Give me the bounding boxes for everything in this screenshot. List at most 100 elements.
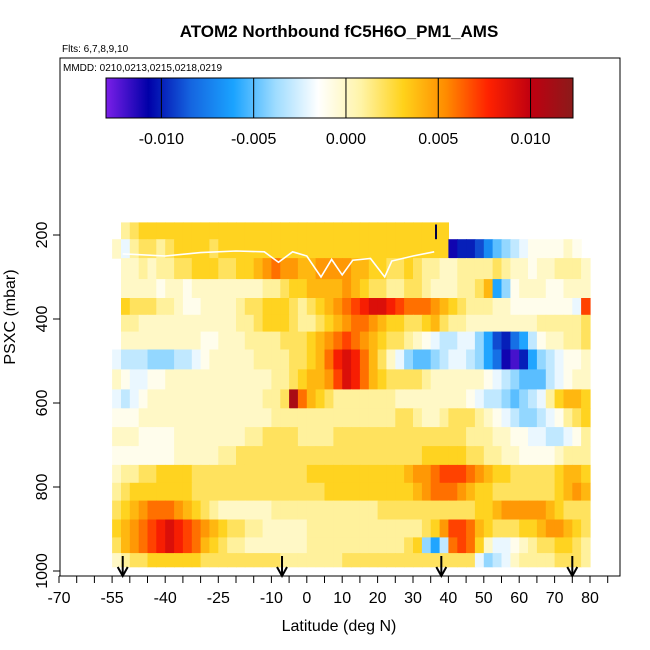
heatmap-cell (466, 314, 476, 333)
heatmap-cell (492, 482, 503, 502)
heatmap-cell (386, 427, 396, 447)
heatmap-cell (147, 349, 157, 370)
heatmap-cell (271, 279, 281, 299)
heatmap-cell (289, 222, 299, 240)
heatmap-cell (262, 349, 272, 370)
heatmap-cell (200, 298, 210, 316)
heatmap-cell (466, 389, 476, 409)
heatmap-cell (492, 500, 503, 521)
heatmap-cell (191, 258, 202, 280)
heatmap-cell (306, 482, 317, 502)
heatmap-cell (121, 298, 131, 316)
heatmap-cell (342, 464, 352, 484)
x-tick-label: -40 (154, 590, 177, 607)
heatmap-cell (165, 482, 175, 502)
heatmap-cell (227, 482, 237, 502)
heatmap-cell (377, 519, 387, 538)
heatmap-cell (200, 331, 210, 351)
heatmap-cell (297, 537, 308, 554)
heatmap-cell (182, 553, 193, 568)
heatmap-cell (536, 389, 547, 409)
x-tick-label: 60 (510, 590, 528, 607)
heatmap-cell (528, 298, 538, 316)
heatmap-cell (342, 389, 352, 409)
heatmap-cell (174, 482, 184, 502)
heatmap-cell (359, 446, 370, 466)
heatmap-cell (501, 279, 511, 299)
heatmap-cell (333, 427, 343, 447)
heatmap-cell (395, 349, 405, 370)
heatmap-cell (368, 369, 379, 390)
heatmap-cell (121, 331, 131, 351)
heatmap-cell (457, 369, 467, 390)
heatmap-cell (236, 464, 246, 484)
heatmap-cell (147, 553, 157, 568)
heatmap-cell (182, 369, 193, 390)
heatmap-cell (421, 331, 432, 351)
heatmap-cell (227, 331, 237, 351)
heatmap-cell (244, 258, 255, 280)
heatmap-cell (572, 331, 582, 351)
heatmap-cell (501, 464, 511, 484)
heatmap-cell (182, 279, 193, 299)
heatmap-cell (121, 446, 131, 466)
heatmap-cell (377, 482, 387, 502)
heatmap-cell (129, 482, 140, 502)
heatmap-cell (554, 239, 565, 259)
heatmap-cell (519, 537, 529, 554)
heatmap-cell (324, 279, 334, 299)
heatmap-cell (439, 500, 449, 521)
heatmap-cell (174, 446, 184, 466)
heatmap-cell (554, 537, 565, 554)
heatmap-cell (244, 537, 255, 554)
heatmap-cell (289, 239, 299, 259)
heatmap-cell (536, 331, 547, 351)
heatmap-cell (368, 298, 379, 316)
heatmap-cell (342, 500, 352, 521)
heatmap-cell (218, 408, 228, 428)
heatmap-cell (448, 408, 458, 428)
heatmap-cell (112, 427, 122, 447)
heatmap-cell (536, 349, 547, 370)
heatmap-cell (545, 331, 556, 351)
heatmap-cell (236, 279, 246, 299)
heatmap-cell (377, 314, 387, 333)
heatmap-cell (112, 553, 122, 568)
heatmap-cell (581, 298, 591, 316)
heatmap-cell (501, 349, 511, 370)
heatmap-cell (306, 239, 317, 259)
heatmap-cell (386, 482, 396, 502)
heatmap-cell (324, 464, 334, 484)
heatmap-cell (306, 427, 317, 447)
heatmap-cell (182, 500, 193, 521)
heatmap-cell (528, 239, 538, 259)
heatmap-cell (439, 369, 449, 390)
x-tick-label: 40 (440, 590, 458, 607)
heatmap-cell (492, 446, 503, 466)
heatmap-cell (395, 298, 405, 316)
heatmap-cell (271, 408, 281, 428)
heatmap-cell (315, 314, 326, 333)
heatmap-cell (359, 519, 370, 538)
heatmap-cell (474, 500, 485, 521)
heatmap-cell (156, 537, 166, 554)
heatmap-cell (236, 239, 246, 259)
heatmap-cell (129, 553, 140, 568)
heatmap-cell (200, 314, 210, 333)
x-tick-label: -70 (47, 590, 70, 607)
heatmap-cell (386, 349, 396, 370)
heatmap-cell (430, 482, 441, 502)
heatmap-cell (165, 298, 175, 316)
heatmap-cell (368, 408, 379, 428)
heatmap-cell (138, 519, 149, 538)
heatmap-cell (563, 349, 573, 370)
heatmap-cell (236, 389, 246, 409)
heatmap-cell (536, 427, 547, 447)
heatmap-cell (218, 314, 228, 333)
heatmap-cell (209, 553, 219, 568)
heatmap-cell (474, 331, 485, 351)
heatmap-cell (351, 389, 361, 409)
heatmap-cell (413, 519, 423, 538)
heatmap-cell (466, 553, 476, 568)
heatmap-cell (448, 446, 458, 466)
